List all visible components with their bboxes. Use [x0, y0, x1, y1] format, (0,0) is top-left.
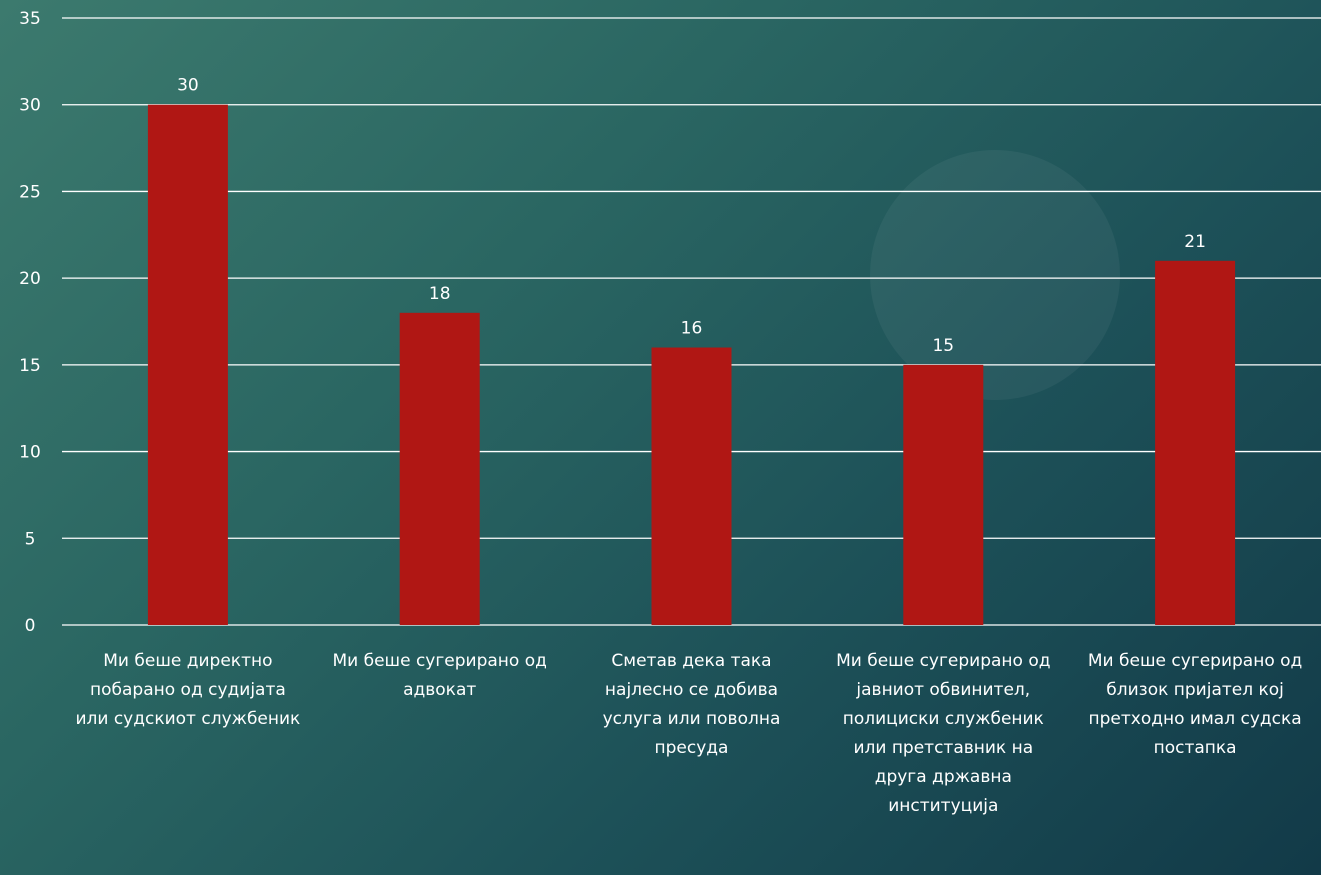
- data-label: 16: [681, 319, 703, 339]
- data-label: 30: [177, 76, 199, 96]
- bar: [399, 312, 480, 625]
- y-tick-label: 30: [19, 96, 41, 116]
- x-category-label: Ми беше сугерирано од близок пријател ко…: [1087, 651, 1303, 758]
- data-label: 18: [429, 284, 451, 304]
- x-category-label: Ми беше сугерирано од јавниот обвинител,…: [836, 651, 1051, 816]
- data-label: 15: [932, 336, 954, 356]
- bar: [651, 347, 732, 625]
- bar: [147, 104, 228, 625]
- bar: [903, 364, 984, 625]
- x-category-label: Сметав дека така најлесно се добива услу…: [602, 651, 781, 758]
- data-label: 21: [1184, 232, 1206, 252]
- y-tick-label: 10: [19, 443, 41, 463]
- y-tick-label: 5: [25, 529, 36, 549]
- bar: [1155, 260, 1236, 625]
- y-tick-label: 0: [25, 616, 36, 636]
- x-category-label: Ми беше директно побарано од судијата ил…: [75, 651, 301, 729]
- y-tick-label: 25: [19, 182, 41, 202]
- x-category-label: Ми беше сугерирано од адвокат: [332, 651, 547, 700]
- y-tick-label: 15: [19, 356, 41, 376]
- y-tick-label: 35: [19, 9, 41, 29]
- y-tick-label: 20: [19, 269, 41, 289]
